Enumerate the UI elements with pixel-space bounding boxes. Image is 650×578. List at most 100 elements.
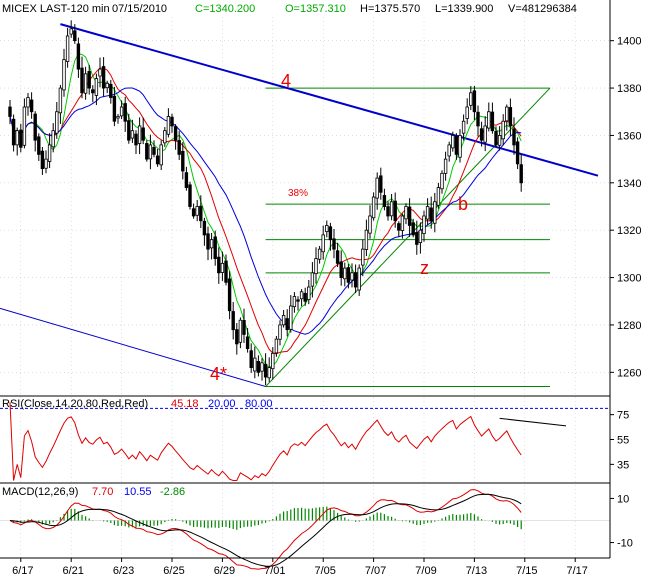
macd-title: MACD(12,26,9) [2,486,78,498]
candle-body [55,111,59,134]
rsi-title: RSI(Close,14,20,80,Red,Red) [2,398,148,410]
macd-value-hist: -2.86 [160,486,185,498]
candle-body [76,43,81,70]
candle-body [343,267,347,280]
candle-body [317,248,322,260]
candle-body [44,158,48,169]
price-tick-label: 1280 [617,320,641,332]
candle-body [325,225,329,233]
candle-body [314,258,318,275]
macd-value-macd: 7.70 [92,486,113,498]
candle-body [501,120,505,140]
candle-body [357,267,361,291]
candle-body [238,319,243,343]
candle-body [422,215,426,235]
candle-body [145,143,149,160]
time-tick-label: 7/01 [264,565,285,577]
candle-body [303,292,307,302]
candle-body [310,272,315,287]
rsi-tick-label: 35 [617,459,629,471]
candle-body [235,329,239,345]
candle-body [101,66,106,89]
candle-body [159,144,163,166]
candle-body [155,155,160,165]
wave-label-b: b [458,194,468,214]
header-symbol: MICEX LAST-120 min [2,3,110,15]
candle-body [436,187,441,206]
channel-lower-trendline [0,307,266,388]
candle-body [8,106,12,117]
candle-body [339,261,343,278]
candle-body [519,164,523,184]
candle-body [33,113,37,141]
candle-body [58,87,63,114]
header-high: H=1375.570 [360,3,420,15]
candle-body [206,233,210,250]
rsi-level-low: 20.00 [208,398,236,410]
price-tick-label: 1340 [617,178,641,190]
candle-body [213,236,217,260]
time-tick-label: 6/21 [62,565,83,577]
macd-tick-label: 10 [617,493,629,505]
time-tick-label: 7/07 [365,565,386,577]
time-tick-label: 7/05 [314,565,335,577]
candle-body [199,205,203,222]
candle-body [296,299,300,302]
candle-body [37,136,41,155]
candle-body [328,226,333,241]
candle-body [94,78,99,96]
candle-body [494,131,498,146]
candle-body [292,296,297,308]
candle-body [267,367,271,379]
candle-body [407,206,412,226]
candle-body [73,30,77,42]
candle-body [217,256,221,274]
candle-body [454,136,459,155]
candle-body [307,286,311,300]
wave-label-4-star: 4* [210,364,227,384]
candle-body [411,222,415,236]
candle-body [119,106,124,117]
time-tick-label: 6/25 [163,565,184,577]
candle-body [443,158,448,174]
candle-body [364,229,369,250]
candle-body [472,90,477,113]
time-tick-label: 7/09 [415,565,436,577]
candle-body [281,315,286,326]
candle-body [260,362,264,372]
candle-body [458,135,462,158]
candle-body [170,116,174,127]
candle-body [415,232,419,245]
rsi-tick-label: 75 [617,410,629,422]
rsi-line [9,402,522,481]
candle-body [469,92,473,106]
candle-body [123,103,127,122]
candle-body [397,223,401,231]
fib-lines [265,87,551,388]
candle-body [242,320,246,335]
time-tick-label: 7/17 [566,565,587,577]
candle-body [245,336,250,350]
candle-body [130,130,135,139]
macd-tick-label: -10 [617,538,633,550]
candle-body [65,35,70,62]
price-tick-label: 1360 [617,130,641,142]
candle-body [116,116,120,119]
candle-body [166,116,171,135]
rsi-level-high: 80.00 [245,398,273,410]
candle-body [425,206,430,220]
candle-body [253,357,257,372]
candle-body [321,234,325,253]
header-date: 07/15/2010 [112,3,167,15]
candle-body [451,135,455,149]
candle-body [148,144,153,160]
candle-body [497,135,502,146]
candle-body [461,120,466,134]
candle-body [62,59,66,91]
price-tick-label: 1400 [617,36,641,48]
candle-body [389,201,394,217]
candle-body [400,215,405,231]
price-tick-label: 1380 [617,83,641,95]
candle-body [47,144,52,162]
price-tick-label: 1320 [617,225,641,237]
